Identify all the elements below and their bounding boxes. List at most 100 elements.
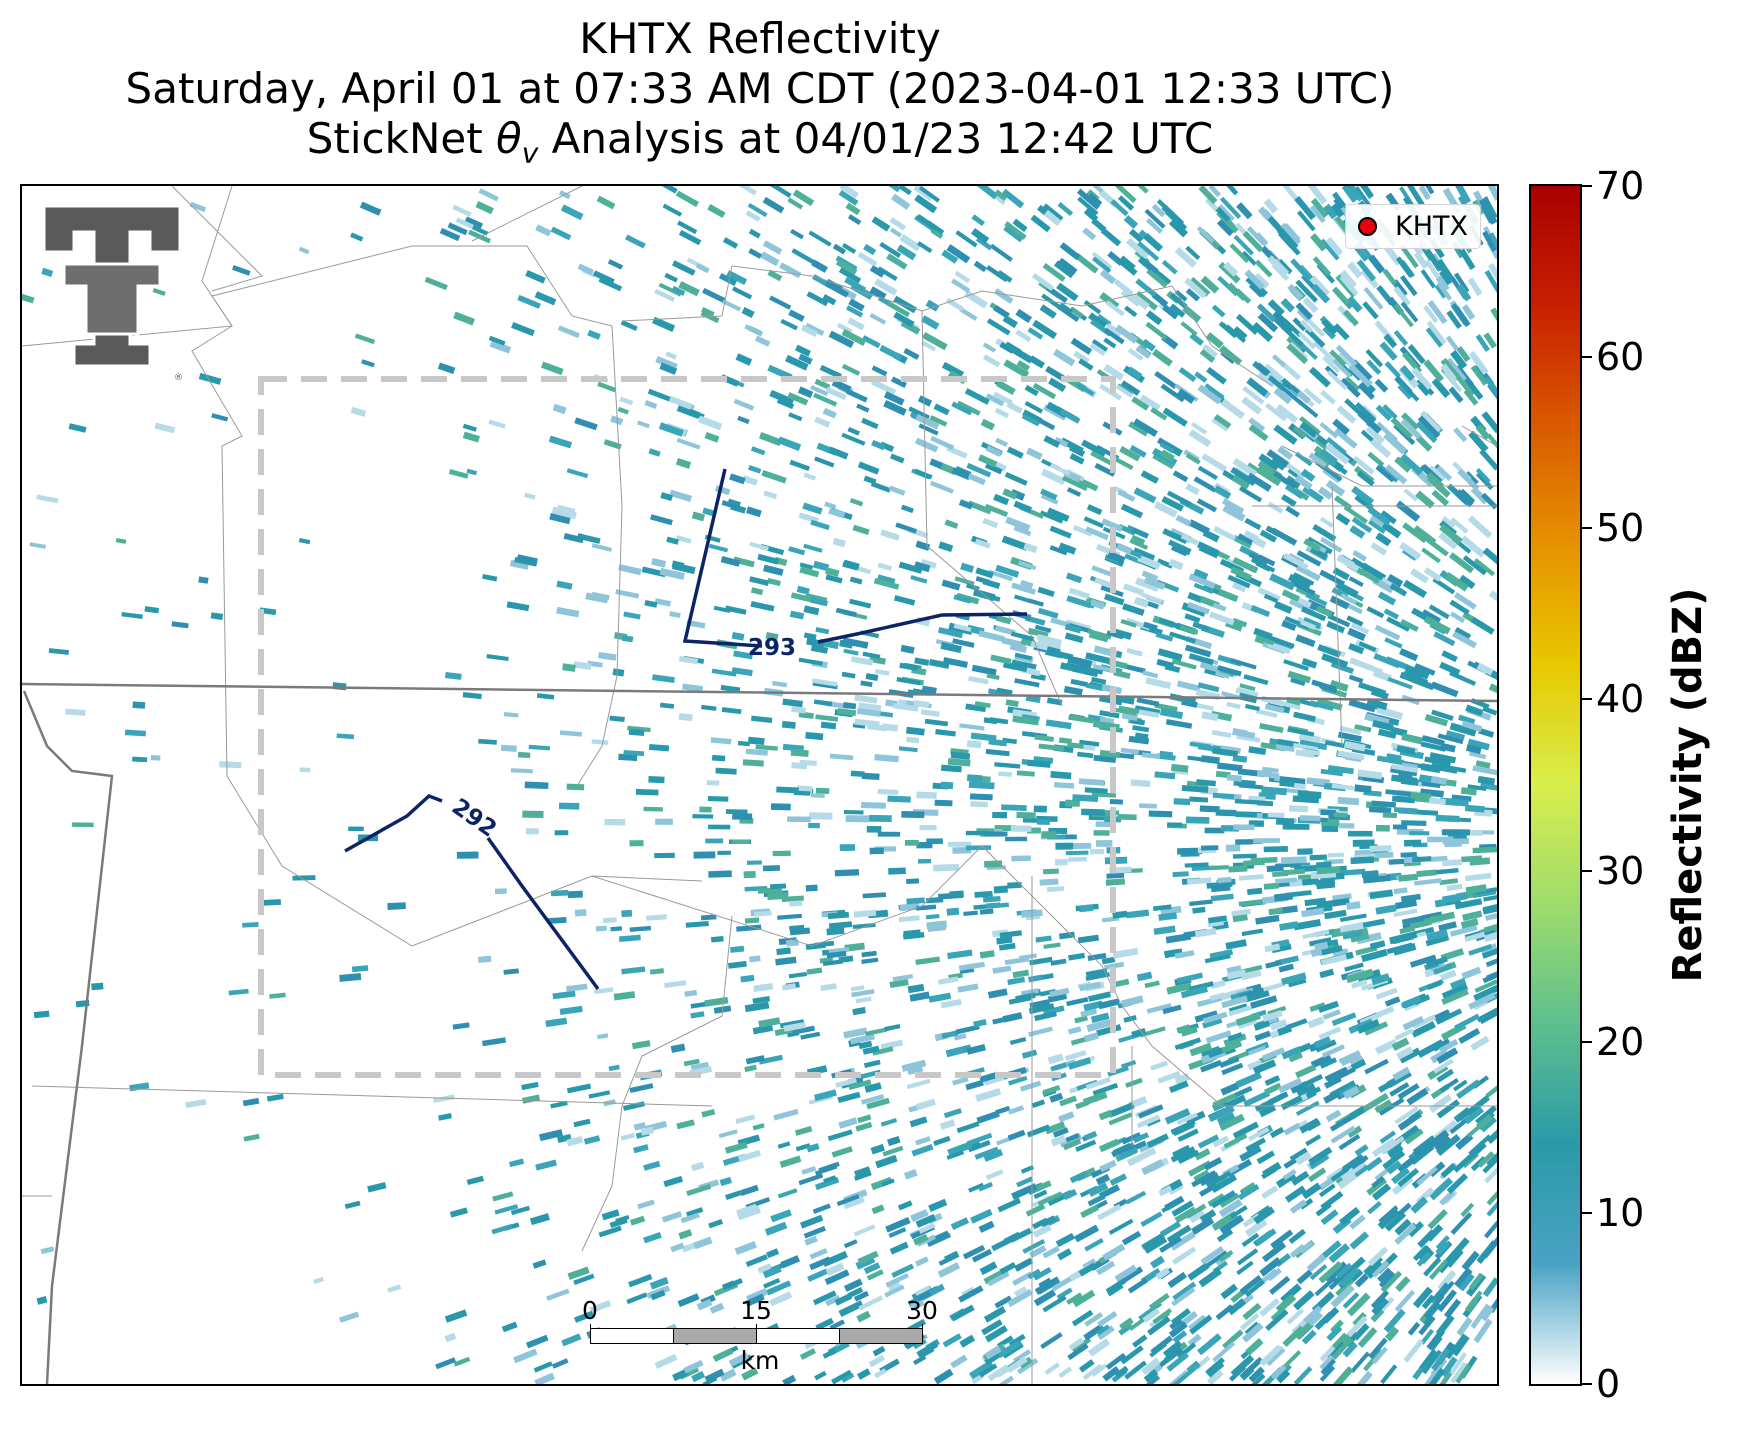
echo-gate bbox=[1279, 921, 1299, 931]
echo-gate bbox=[1201, 711, 1219, 722]
echo-gate bbox=[1224, 186, 1239, 196]
echo-gate bbox=[1086, 1018, 1114, 1032]
echo-gate bbox=[1016, 770, 1035, 777]
echo-gate bbox=[1151, 203, 1166, 218]
echo-gate bbox=[852, 922, 876, 930]
echo-gate bbox=[573, 1273, 595, 1285]
echo-gate bbox=[1241, 250, 1257, 266]
echo-gate bbox=[1083, 516, 1105, 529]
echo-gate bbox=[1383, 608, 1399, 620]
echo-gate bbox=[1453, 427, 1468, 443]
echo-gate bbox=[1299, 1074, 1324, 1089]
echo-gate bbox=[1351, 359, 1373, 381]
echo-gate bbox=[1288, 1228, 1306, 1244]
echo-gate bbox=[1316, 697, 1343, 711]
echo-gate bbox=[1067, 742, 1084, 749]
echo-gate bbox=[629, 1083, 654, 1093]
echo-gate bbox=[1149, 1342, 1168, 1358]
echo-gate bbox=[1486, 433, 1497, 455]
echo-gate bbox=[798, 711, 814, 719]
echo-gate bbox=[1404, 1128, 1424, 1145]
contour-293-west bbox=[682, 468, 763, 648]
echo-gate bbox=[1135, 278, 1157, 298]
echo-gate bbox=[1395, 256, 1414, 278]
echo-gate bbox=[1367, 506, 1392, 526]
echo-gate bbox=[1329, 1114, 1355, 1132]
echo-gate bbox=[726, 270, 748, 286]
echo-gate bbox=[748, 228, 761, 239]
echo-gate bbox=[959, 307, 978, 321]
echo-gate bbox=[1225, 324, 1247, 343]
echo-gate bbox=[1010, 489, 1026, 501]
echo-gate bbox=[901, 504, 914, 514]
echo-gate bbox=[1413, 525, 1437, 545]
echo-gate bbox=[996, 936, 1013, 945]
echo-gate bbox=[1280, 324, 1304, 347]
echo-gate bbox=[1277, 258, 1293, 275]
echo-gate bbox=[1409, 954, 1437, 968]
echo-gate bbox=[432, 1094, 455, 1103]
echo-gate bbox=[1470, 1303, 1491, 1329]
echo-gate bbox=[560, 204, 584, 221]
echo-gate bbox=[790, 592, 811, 602]
echo-gate bbox=[1201, 845, 1219, 851]
echo-gate bbox=[1014, 1257, 1034, 1272]
echo-gate bbox=[1080, 1008, 1098, 1018]
echo-gate bbox=[750, 600, 775, 612]
echo-gate bbox=[1040, 488, 1058, 501]
echo-gate bbox=[1427, 836, 1454, 843]
echo-gate bbox=[663, 1175, 684, 1188]
echo-gate bbox=[963, 910, 978, 917]
echo-gate bbox=[1380, 1364, 1398, 1384]
scale-mark-15 bbox=[756, 1324, 757, 1330]
echo-gate bbox=[946, 1150, 965, 1160]
echo-gate bbox=[1056, 282, 1079, 302]
echo-gate bbox=[1367, 1201, 1382, 1215]
echo-gate bbox=[1102, 1243, 1126, 1261]
echo-gate bbox=[1460, 787, 1477, 796]
echo-gate bbox=[189, 201, 207, 213]
echo-gate bbox=[1243, 1090, 1271, 1108]
echo-gate bbox=[1077, 934, 1100, 944]
echo-gate bbox=[1121, 995, 1144, 1008]
echo-gate bbox=[731, 839, 750, 845]
echo-gate bbox=[841, 432, 866, 446]
echo-gate bbox=[1262, 1010, 1283, 1022]
echo-gate bbox=[710, 935, 724, 943]
echo-gate bbox=[1310, 946, 1330, 958]
echo-gate bbox=[1191, 1170, 1217, 1188]
echo-gate bbox=[982, 342, 997, 353]
echo-gate bbox=[1207, 1047, 1224, 1058]
map-legend: KHTX bbox=[1345, 204, 1481, 249]
echo-gate bbox=[927, 925, 947, 933]
echo-gate bbox=[877, 562, 893, 571]
echo-gate bbox=[1221, 1062, 1244, 1076]
echo-gate bbox=[1087, 991, 1112, 1002]
echo-gate bbox=[1371, 1346, 1388, 1365]
echo-gate bbox=[1126, 647, 1143, 657]
echo-gate bbox=[1155, 632, 1174, 642]
echo-gate bbox=[1254, 259, 1273, 278]
echo-gate bbox=[1241, 1232, 1260, 1248]
echo-gate bbox=[750, 715, 773, 724]
echo-gate bbox=[798, 353, 813, 365]
echo-gate bbox=[1318, 1261, 1343, 1284]
echo-gate bbox=[1453, 272, 1470, 293]
echo-gate bbox=[1114, 324, 1139, 344]
echo-gate bbox=[1085, 682, 1105, 692]
echo-gate bbox=[1354, 724, 1370, 733]
echo-gate bbox=[477, 955, 492, 963]
echo-gate bbox=[767, 269, 783, 282]
echo-gate bbox=[596, 1033, 609, 1040]
echo-gate bbox=[1059, 408, 1081, 424]
echo-gate bbox=[861, 802, 887, 809]
echo-gate bbox=[810, 384, 829, 397]
echo-gate bbox=[1051, 1276, 1073, 1292]
echo-gate bbox=[670, 1043, 686, 1053]
echo-gate bbox=[1172, 871, 1189, 878]
echo-gate bbox=[1380, 510, 1397, 525]
echo-gate bbox=[1288, 1052, 1303, 1063]
analysis-domain-box bbox=[258, 376, 1116, 1078]
echo-gate bbox=[825, 574, 843, 584]
echo-gate bbox=[1440, 1162, 1457, 1179]
